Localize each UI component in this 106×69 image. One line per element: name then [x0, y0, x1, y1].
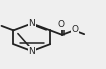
Text: N: N [28, 19, 35, 28]
Text: N: N [28, 47, 35, 56]
Text: O: O [72, 25, 79, 34]
Text: O: O [58, 20, 65, 29]
